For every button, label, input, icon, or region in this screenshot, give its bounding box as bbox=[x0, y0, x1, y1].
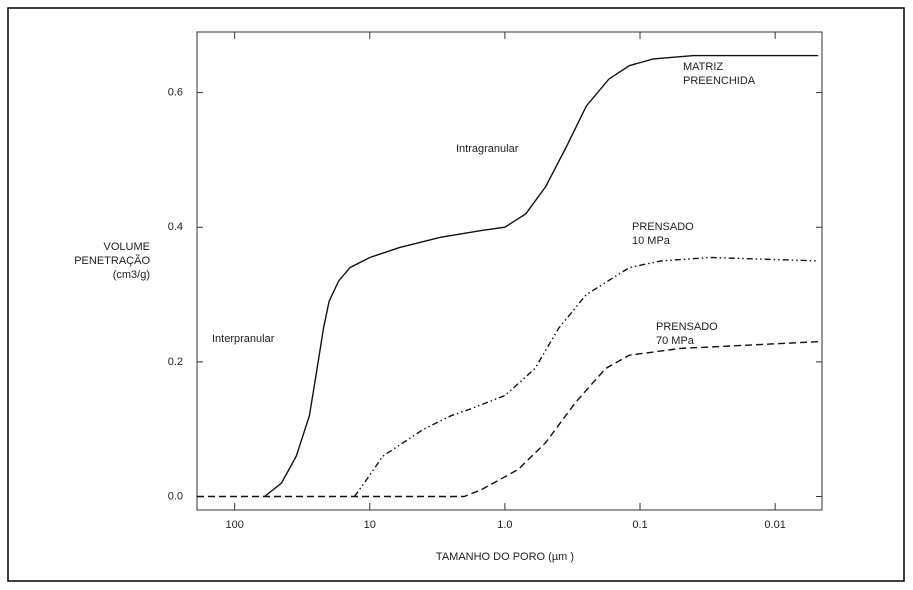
y-axis-label: VOLUME bbox=[103, 241, 150, 253]
y-tick-label: 0.6 bbox=[168, 86, 183, 98]
x-tick-label: 100 bbox=[225, 519, 243, 531]
frame bbox=[7, 7, 905, 582]
plot-area bbox=[196, 31, 823, 511]
x-tick-label: 10 bbox=[364, 519, 376, 531]
x-axis-label: TAMANHO DO PORO (µm ) bbox=[436, 551, 574, 563]
y-tick-label: 0.4 bbox=[168, 221, 183, 233]
y-tick-label: 0.2 bbox=[168, 356, 183, 368]
x-tick-label: 0.01 bbox=[764, 519, 785, 531]
y-axis-label: PENETRAÇÃO bbox=[74, 255, 150, 267]
x-tick-label: 0.1 bbox=[632, 519, 647, 531]
y-tick-label: 0.0 bbox=[168, 490, 183, 502]
data-line bbox=[264, 54, 819, 498]
curve-label: PRENSADO 70 MPa bbox=[656, 321, 718, 347]
curve-label: MATRIZ PREENCHIDA bbox=[683, 61, 756, 87]
x-tick-label: 1.0 bbox=[497, 519, 512, 531]
annotation: Intragranular bbox=[456, 143, 519, 155]
data-line bbox=[353, 256, 819, 497]
curve-label: PRENSADO 10 MPa bbox=[632, 221, 694, 247]
data-line bbox=[197, 341, 819, 498]
annotation: Interpranular bbox=[212, 333, 275, 345]
y-axis-label: (cm3/g) bbox=[112, 269, 150, 281]
